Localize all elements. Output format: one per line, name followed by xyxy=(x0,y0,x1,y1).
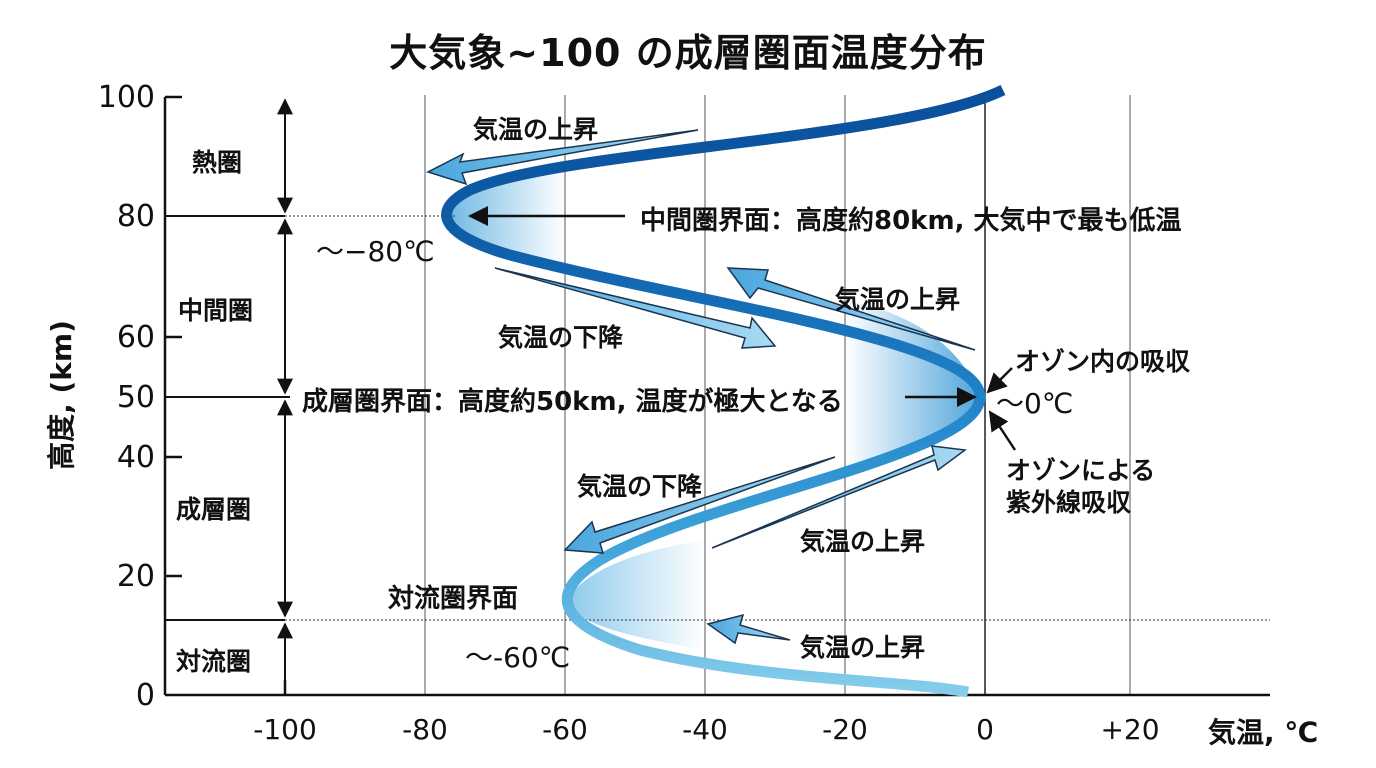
trend-label-rise-3: 気温の上昇 xyxy=(800,527,926,556)
arrow-fall-2 xyxy=(563,456,836,554)
ozone-uv-label-line1: オゾンによる xyxy=(1006,456,1156,485)
layer-troposphere: 対流圏 xyxy=(176,647,252,676)
arrow-rise-3 xyxy=(711,445,967,549)
temperature-curve xyxy=(441,85,1006,698)
layer-stratosphere: 成層圏 xyxy=(176,495,252,524)
y-axis-label: 高度, (km) xyxy=(45,320,78,470)
pointer-arrows xyxy=(468,206,1017,451)
x-tick-minus20: -20 xyxy=(822,713,868,746)
x-tick-minus60: -60 xyxy=(542,713,588,746)
y-tick-0: 0 xyxy=(135,678,155,713)
arrow-rise-4 xyxy=(706,613,791,645)
stratopause-annotation: 成層圏界面：高度約50km, 温度が極大となる xyxy=(302,387,843,417)
boundary-lines xyxy=(165,215,1270,621)
trend-arrows xyxy=(426,129,976,645)
x-tick-minus80: -80 xyxy=(402,713,448,746)
trend-label-rise-4: 気温の上昇 xyxy=(800,633,926,662)
y-tick-80: 80 xyxy=(116,199,155,234)
arrow-rise-2 xyxy=(726,267,976,351)
ozone-uv-label-line2: 紫外線吸収 xyxy=(1006,488,1132,517)
x-tick-plus20: +20 xyxy=(1100,713,1160,746)
stratopause-temp: ～0℃ xyxy=(996,387,1074,420)
layer-mesosphere: 中間圏 xyxy=(178,296,254,325)
y-tick-50: 50 xyxy=(116,380,155,415)
x-tick-minus100: -100 xyxy=(253,713,317,746)
y-tick-60: 60 xyxy=(116,320,155,355)
layer-thermosphere: 熱圏 xyxy=(192,148,243,177)
trend-label-fall-1: 気温の下降 xyxy=(498,323,624,352)
mesopause-annotation: 中間圏界面：高度約80km, 大気中で最も低温 xyxy=(640,206,1182,236)
x-axis-label: 気温, ℃ xyxy=(1208,716,1319,749)
trend-label-fall-2: 気温の下降 xyxy=(577,472,703,501)
tropopause-annotation: 対流圏界面 xyxy=(388,584,519,614)
tropopause-temp: ～-60℃ xyxy=(465,641,571,674)
chart-title: 大気象~100 の成層圏面温度分布 xyxy=(389,31,987,75)
trend-label-rise-1: 気温の上昇 xyxy=(473,115,599,144)
y-tick-100: 100 xyxy=(97,80,155,115)
y-tick-40: 40 xyxy=(116,440,155,475)
x-tick-0: 0 xyxy=(976,713,994,746)
ozone-absorption-label: オゾン内の吸収 xyxy=(1015,347,1191,376)
y-tick-20: 20 xyxy=(116,559,155,594)
tropopause-shade xyxy=(565,540,705,650)
arrow-rise-1 xyxy=(426,129,699,186)
arrow-fall-1 xyxy=(494,267,777,349)
mesopause-temp: ～−80℃ xyxy=(316,235,435,268)
x-tick-minus40: -40 xyxy=(682,713,728,746)
trend-label-rise-2: 気温の上昇 xyxy=(835,285,961,314)
